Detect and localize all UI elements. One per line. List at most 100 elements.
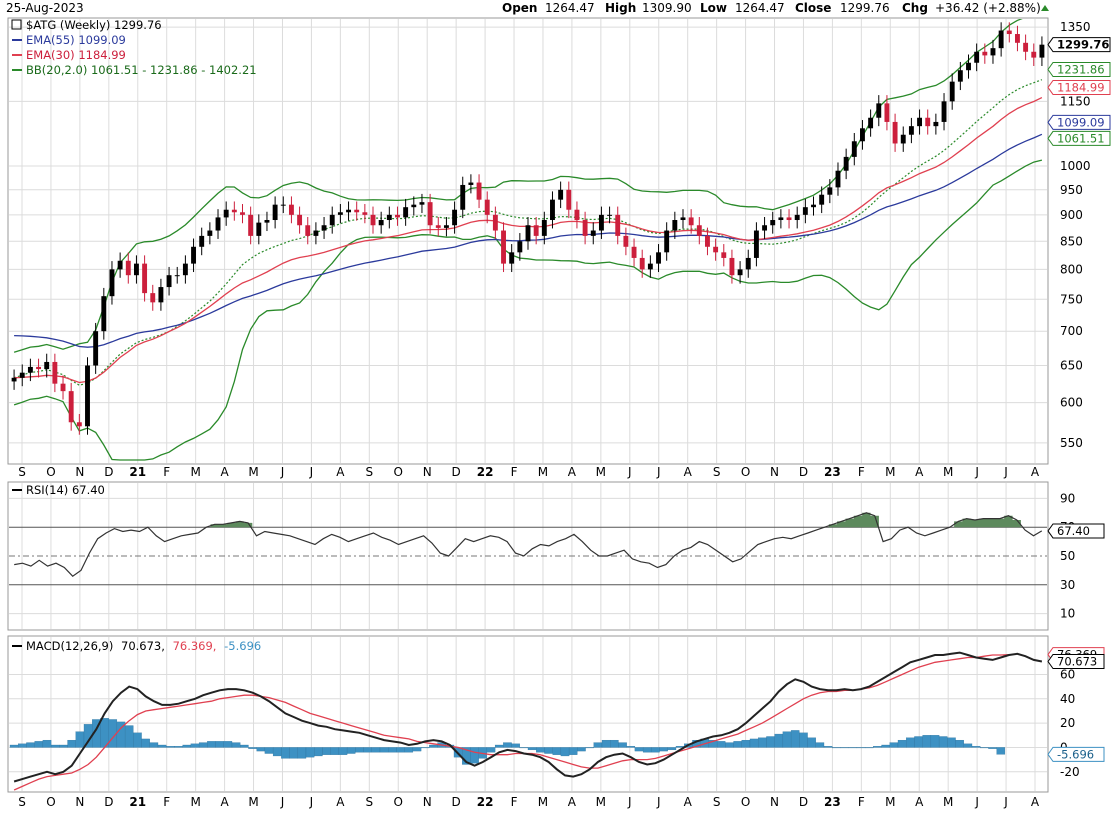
- macd-hist-bar: [938, 736, 948, 748]
- macd-tick-label: 60: [1060, 667, 1075, 681]
- macd-x-label: M: [190, 795, 200, 809]
- macd-hist-bar: [379, 747, 389, 753]
- candle-body: [215, 217, 221, 231]
- macd-x-label: M: [943, 795, 953, 809]
- macd-hist-bar: [396, 747, 405, 753]
- candle-body: [721, 252, 727, 258]
- macd-hist-bar: [519, 747, 529, 749]
- macd-hist-tag-box: [1047, 746, 1105, 762]
- candle-body: [256, 222, 262, 236]
- candle-body: [884, 103, 890, 122]
- macd-hist-bar: [527, 747, 537, 751]
- candle-body: [998, 30, 1004, 49]
- candle-body: [819, 194, 825, 205]
- candle-body: [182, 263, 188, 276]
- legend-bb: BB(20,2.0) 1061.51 - 1231.86 - 1402.21: [26, 63, 257, 77]
- candle-body: [52, 361, 58, 384]
- price-x-label: J: [1003, 465, 1008, 479]
- rsi-value-tag: 67.40: [1047, 523, 1105, 539]
- macd-x-label: 21: [129, 795, 146, 809]
- price-x-label: F: [858, 465, 865, 479]
- candle-body: [313, 230, 319, 236]
- macd-x-label: D: [104, 795, 113, 809]
- candle-body: [1006, 30, 1012, 35]
- candle-body: [541, 220, 547, 236]
- price-x-label: J: [974, 465, 979, 479]
- candle-body: [460, 184, 466, 210]
- candle-body: [509, 252, 515, 264]
- candle-body: [705, 235, 710, 247]
- price-layer: [11, 19, 1045, 461]
- price-x-label: 23: [824, 465, 841, 479]
- candle-body: [142, 263, 148, 294]
- macd-hist-bar: [338, 747, 348, 755]
- candle-body: [558, 189, 564, 200]
- price-x-label: N: [770, 465, 779, 479]
- candle-body: [93, 331, 99, 366]
- macd-hist-bar: [157, 744, 167, 748]
- high-label: High: [605, 1, 636, 15]
- macd-hist-bar: [363, 747, 372, 753]
- candle-body: [892, 121, 898, 144]
- macd-x-label: J: [974, 795, 979, 809]
- candle-body: [117, 260, 123, 270]
- macd-hist-bar: [322, 747, 331, 755]
- macd-hist-bar: [314, 747, 323, 757]
- close-tag: 1299.76: [1047, 37, 1111, 53]
- macd-hist-bar: [9, 744, 19, 748]
- candle-body: [639, 257, 645, 270]
- high-value: 1309.90: [642, 1, 692, 15]
- macd-x-label: N: [423, 795, 432, 809]
- candle-body: [843, 156, 849, 171]
- macd-hist-bar: [404, 747, 414, 753]
- macd-hist-bar: [470, 747, 479, 764]
- candle-body: [354, 209, 360, 213]
- price-tick-label: 1150: [1060, 94, 1091, 108]
- candle-body: [158, 287, 164, 303]
- macd-hist-bar: [642, 747, 652, 753]
- macd-hist-bar: [832, 747, 841, 749]
- rsi-overbought-fill: [210, 512, 1021, 528]
- price-tick-label: 1000: [1060, 159, 1091, 173]
- macd-hist-bar: [782, 731, 792, 748]
- candle-body: [517, 241, 523, 253]
- candle-body: [966, 62, 971, 71]
- macd-x-label: F: [163, 795, 170, 809]
- price-x-label: S: [713, 465, 721, 479]
- candle-body: [762, 225, 768, 231]
- candle-body: [297, 214, 303, 226]
- candle-body: [337, 212, 343, 215]
- candle-body: [647, 263, 653, 270]
- macd-hist-bar: [741, 739, 751, 748]
- rsi-line: [14, 512, 1043, 577]
- macd-hist-bar: [59, 744, 68, 748]
- candle-body: [133, 263, 139, 276]
- candle-body: [76, 422, 82, 427]
- macd-x-label: J: [309, 795, 314, 809]
- candle-body: [199, 235, 205, 247]
- price-x-label: D: [452, 465, 461, 479]
- candle-body: [941, 101, 947, 122]
- macd-hist-bar: [610, 739, 619, 748]
- price-plot: [11, 19, 1045, 461]
- macd-x-label: M: [885, 795, 895, 809]
- macd-hist-bar: [231, 742, 241, 748]
- macd-x-label: J: [280, 795, 285, 809]
- bb-mid-tag: 1231.86: [1047, 62, 1111, 78]
- price-tick-label: 850: [1060, 234, 1083, 248]
- header-date: 25-Aug-2023: [6, 1, 84, 15]
- bb-mid-tag-box: [1047, 62, 1111, 78]
- candle-body: [770, 220, 776, 226]
- candle-body: [598, 214, 604, 231]
- candle-body: [860, 128, 865, 142]
- macd-value-tag: 70.673: [1047, 654, 1105, 670]
- candle-body: [386, 214, 392, 221]
- axis-labels: 550 600 650 700 750 800 850 900 950 1000 1150 1350 S…: [18, 20, 1111, 809]
- macd-hist-tag: -5.696: [1047, 746, 1105, 762]
- macd-hist-bar: [815, 742, 825, 748]
- candle-body: [533, 225, 539, 236]
- macd-x-label: O: [46, 795, 55, 809]
- macd-panel: [7, 635, 1049, 793]
- macd-hist-bar: [897, 739, 907, 748]
- macd-tick-label: 20: [1060, 716, 1075, 730]
